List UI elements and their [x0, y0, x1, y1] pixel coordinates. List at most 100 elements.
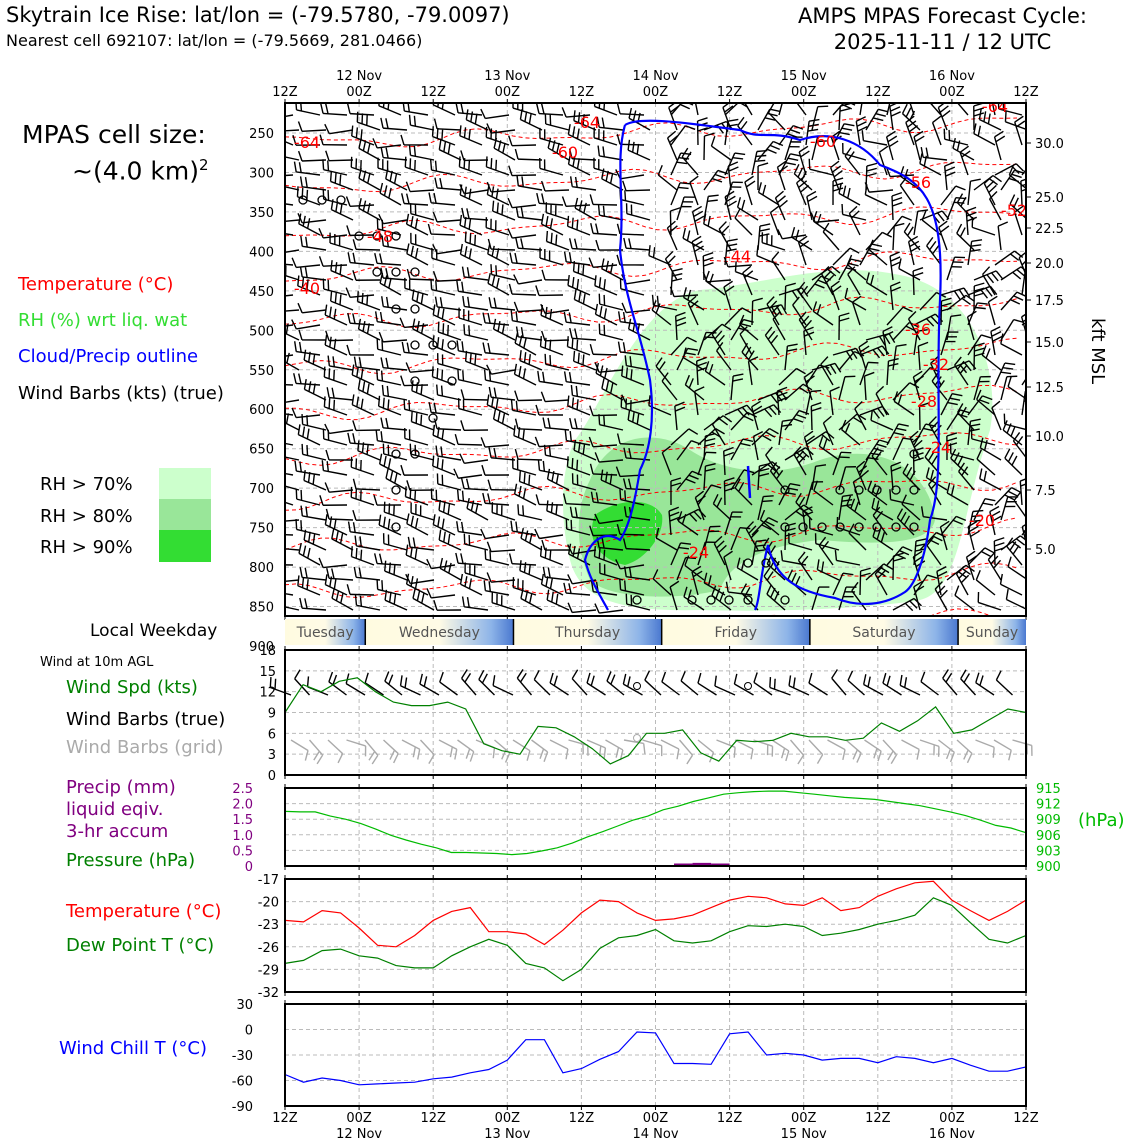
wind-barb [830, 137, 840, 161]
wind-barb-flag [821, 561, 825, 572]
wind-barb-flag [286, 352, 290, 364]
wind-barb [768, 112, 786, 131]
wind-barb [485, 379, 510, 386]
wind-barb-flag [1015, 120, 1026, 128]
wind-barb-flag [325, 103, 329, 114]
wind-barb-flag [330, 199, 334, 210]
wind-barb-flag [549, 578, 553, 589]
wind-barb-flag [902, 463, 909, 474]
wind-barb-flag [589, 194, 594, 205]
wind-barb-flag [696, 366, 708, 372]
top-date-label: 13 Nov [484, 69, 530, 84]
wind-barb-flag [595, 223, 599, 234]
wind-barb-flag [970, 244, 982, 247]
wind-barb [350, 531, 375, 536]
wind-barb [514, 493, 537, 506]
wind-barb-flag [405, 181, 411, 192]
wind-barb [412, 328, 435, 341]
wind-barb-flag [691, 235, 702, 243]
temperature-line [284, 880, 1027, 948]
wind-barb-flag [676, 748, 680, 760]
wind-barb-flag [952, 137, 956, 149]
wind-barb [285, 383, 294, 386]
wind-barb-flag [977, 125, 982, 137]
wind-barb [859, 345, 883, 356]
wind-barb-flag [493, 137, 498, 149]
wind-barb [547, 147, 570, 161]
wind-barb [796, 182, 807, 206]
wind-barb [803, 331, 807, 356]
wind-barb-flag [965, 294, 975, 302]
wind-barb [463, 398, 489, 401]
wind-barb [574, 298, 597, 311]
wind-barb [812, 220, 834, 236]
wind-barb-flag [1007, 490, 1018, 497]
wind-barb [691, 211, 699, 236]
wind-barb-flag [945, 171, 956, 177]
wind-barb-flag [331, 587, 335, 599]
wind-barb-flag [768, 516, 779, 523]
wind-barb-flag [803, 504, 813, 512]
precip-tick-label: 0 [245, 860, 253, 875]
precip-marker [780, 595, 790, 605]
wind-barb [512, 586, 537, 596]
wind-barb-flag [616, 134, 621, 145]
wind-barb-flag [508, 135, 513, 146]
wind-barb [419, 683, 440, 696]
wind-barb [364, 682, 384, 696]
wind-barb-flag [992, 174, 1002, 183]
wind-barb-flag [326, 461, 330, 472]
wind-barb [593, 444, 618, 448]
wind-barb [1021, 391, 1026, 416]
wind-barb-flag [485, 156, 488, 167]
wind-barb-flag [356, 396, 360, 408]
wind-barb [811, 106, 819, 131]
wind-barb-flag [797, 551, 806, 561]
wind-barb-flag [496, 277, 500, 289]
wind-barb-flag [625, 367, 629, 378]
wind-barb-flag [900, 511, 907, 522]
wind-barb [383, 394, 408, 401]
wind-barb-flag [727, 200, 737, 208]
wind-barb [485, 322, 510, 326]
wind-barb [511, 293, 537, 296]
legend-precip1: Precip (mm) [66, 777, 176, 798]
wind-barb-flag [956, 193, 964, 204]
wind-barb [791, 236, 813, 251]
wind-barb-flag [871, 243, 883, 248]
wind-barb-flag [694, 91, 703, 96]
wind-barb-flag [839, 312, 850, 317]
wind-barb-flag [733, 747, 736, 758]
wind-barb [383, 542, 408, 551]
wind-barb-flag [909, 600, 918, 609]
wind-barb-flag [727, 123, 738, 127]
wind-barb [572, 247, 597, 251]
wind-barb [599, 333, 624, 341]
wind-barb [620, 174, 645, 180]
wind-barb-flag [627, 139, 631, 151]
wind-barb [545, 123, 570, 131]
wind-barb [870, 419, 894, 431]
wind-barb [946, 257, 956, 281]
wind-barb [929, 103, 942, 116]
wind-barb-flag [491, 245, 495, 257]
wind-barb-flag [339, 203, 343, 215]
wind-barb-flag [576, 128, 580, 139]
wind-barb [889, 106, 894, 131]
wind-barb-flag [329, 516, 333, 527]
wind-barb-flag [376, 338, 379, 350]
wind-barb [304, 388, 327, 401]
wind-barb [817, 569, 840, 581]
wind-barb-flag [722, 103, 731, 108]
wind-barb [734, 683, 754, 696]
wind-barb-flag [632, 110, 637, 121]
wind-barb [620, 498, 645, 506]
wind-barb-flag [1011, 455, 1018, 466]
wind-barb-flag [378, 453, 383, 465]
wind-barb-flag [937, 103, 946, 109]
wind-barb-flag [434, 296, 438, 308]
wind-barb-flag [738, 481, 745, 492]
wind-barb-flag [1012, 432, 1021, 442]
wind-barb [355, 488, 381, 491]
wind-barb [758, 191, 780, 206]
